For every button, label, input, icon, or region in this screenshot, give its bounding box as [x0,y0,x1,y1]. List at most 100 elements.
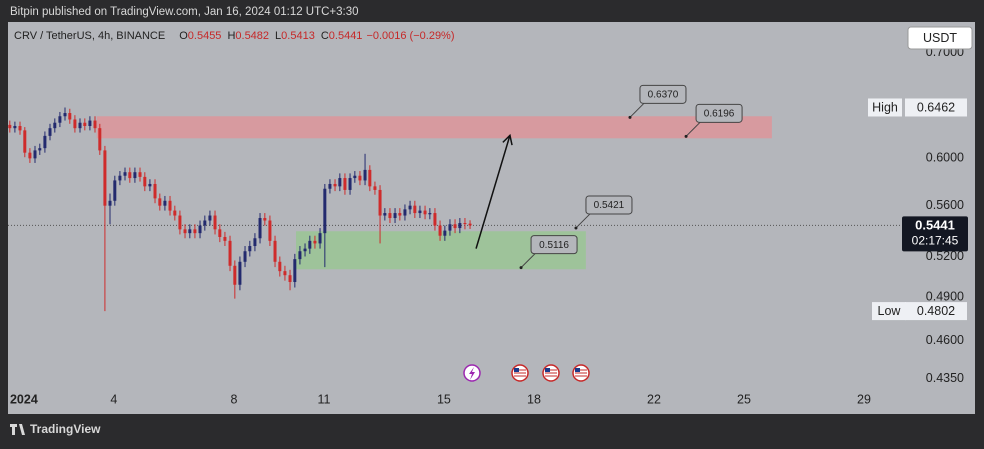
callout-point [628,115,632,119]
candle-body [343,178,347,190]
candle-body [348,178,352,190]
candle-body [123,172,127,176]
y-tick-label: 0.4350 [926,371,964,385]
x-tick-label: 29 [857,392,871,406]
ohlc-value: 0.5482 [235,30,269,42]
candle-body [83,122,87,126]
candle-body [93,120,97,129]
callout-point [519,266,523,270]
candle-body [28,152,32,159]
marker-value: 0.4802 [917,304,955,318]
candle-body [443,230,447,236]
arrow [475,135,511,249]
candle-body [223,236,227,241]
candle-body [88,120,92,126]
candle-body [278,261,282,272]
candle-body [43,135,47,149]
marker-label: High [872,100,898,114]
marker-label: Low [878,304,902,318]
candle-body [118,175,122,181]
candle-body [238,261,242,285]
candle-body [328,183,332,189]
last-price-box [902,216,968,252]
candle-body [258,218,262,239]
candle-body [8,124,12,129]
candle-body [158,198,162,206]
x-tick-label: 25 [737,392,751,406]
candle-body [138,172,142,177]
candle-body [218,229,222,237]
y-tick-label: 0.6000 [926,151,964,165]
change: −0.0016 (−0.29%) [366,30,454,42]
candle-body [418,210,422,214]
callout-label: 0.6370 [648,89,679,100]
candle-body [188,229,192,234]
x-tick-label: 11 [317,392,330,406]
candle-body [68,113,72,120]
zone [96,116,772,139]
candle-body [198,225,202,234]
callout-point [684,134,688,138]
callout-box [530,235,578,255]
marker-value-box [905,302,967,321]
callout-pointer [575,213,591,229]
candle-body [413,205,417,214]
candle-body [383,213,387,216]
candle-body [233,265,237,285]
candle-body [378,189,382,216]
candle-body [468,223,472,226]
ohlc-value: 0.5413 [281,30,315,42]
ohlc-value: 0.5455 [188,30,222,42]
callout-pointer [629,102,645,118]
countdown: 02:17:45 [912,234,959,248]
candle-body [163,200,167,206]
candle-body [48,128,52,136]
marker-value: 0.6462 [917,100,955,114]
candle-body [323,188,327,234]
candle-body [113,180,117,201]
candle-body [288,275,292,283]
candle-body [53,122,57,129]
candle-body [208,215,212,221]
callout-pointer [520,253,536,269]
ohlc-key: L [275,30,281,42]
candle-body [308,240,312,249]
candle-body [373,186,377,190]
footer-logo [10,424,25,435]
candle-body [423,210,427,215]
candle-body [433,213,437,226]
candle-body [338,178,342,187]
candle-body [13,125,17,129]
icon [469,367,475,380]
candle-body [173,210,177,216]
candle-body [368,169,372,187]
plot: 0.6370 0.6196 0.5421 0.5116 2024 4 8 11 15 18 22 25… [8,26,973,406]
marker-value-box [905,98,967,117]
candle-body [213,215,217,230]
candle-body [243,251,247,262]
candle-body [388,213,392,219]
x-tick-label: 2024 [10,392,38,406]
candle-body [458,223,462,229]
candle-body [203,220,207,226]
candle-body [353,175,357,179]
candle-body [293,259,297,283]
candle-body [38,148,42,151]
candle-body [228,240,232,266]
symbol: CRV / TetherUS, 4h, BINANCE [14,30,165,42]
candle-body [18,125,22,131]
flag-icon [511,364,529,382]
marker-label-box [872,302,906,321]
candle-body [448,224,452,231]
callout-pointer [685,121,701,137]
candle-body [133,172,137,179]
y-tick-label: 0.5600 [926,198,964,212]
x-tick-label: 15 [437,392,451,406]
candle-body [428,213,432,215]
candle-body [463,223,467,225]
candle-body [363,169,367,181]
candle-body [178,215,182,230]
marker-label-box [868,98,902,117]
